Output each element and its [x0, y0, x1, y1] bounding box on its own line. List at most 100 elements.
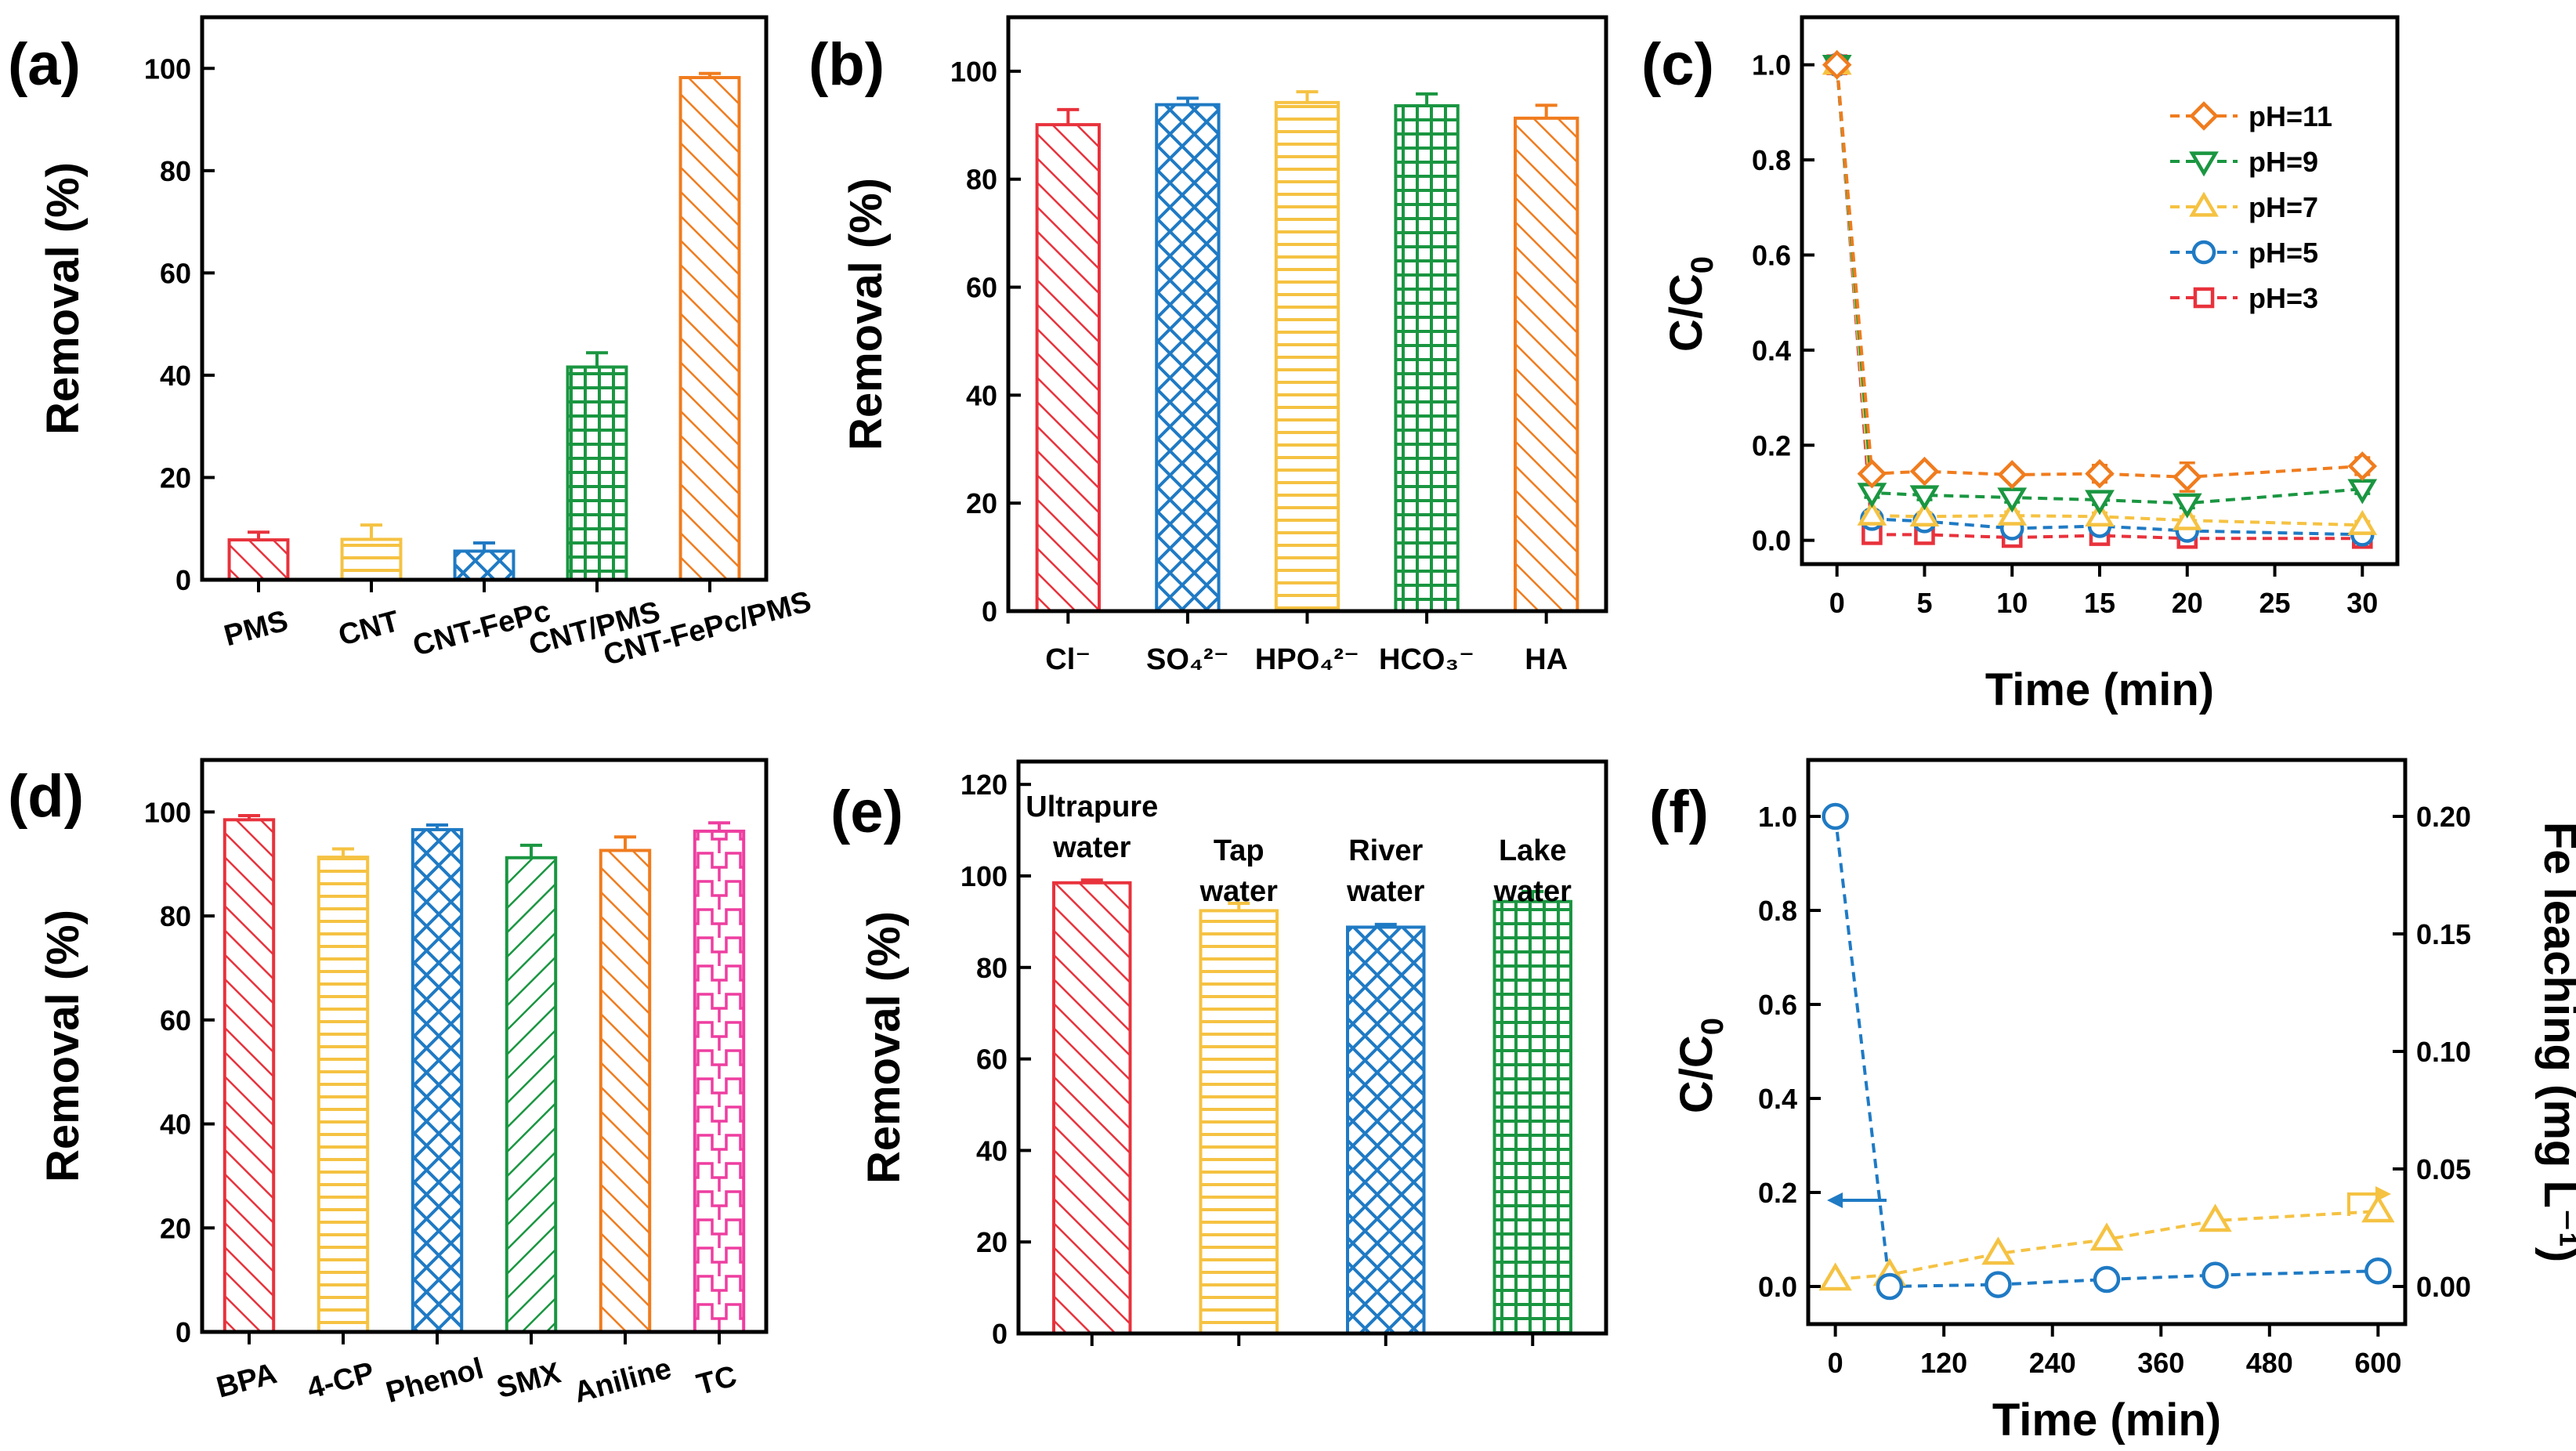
data-point [2189, 151, 2219, 177]
data-point [2191, 240, 2216, 265]
bar [678, 76, 741, 582]
tick-layer: 0 20 40 60 80 100 [950, 56, 1548, 628]
left-axis-arrowhead [1827, 1192, 1843, 1208]
y-tick-label: 0.6 [1752, 239, 1791, 271]
y-tick-label: 40 [966, 379, 997, 411]
panel-label: (b) [809, 31, 885, 98]
data-point [1818, 1262, 1852, 1291]
bar [453, 549, 516, 581]
legend-label: pH=9 [2249, 146, 2318, 178]
category-label: HCO₃⁻ [1379, 643, 1474, 676]
y-tick-label: 0.0 [1758, 1271, 1797, 1303]
bars [227, 71, 741, 582]
y-tick-label: 20 [966, 487, 997, 519]
category-label: water [1493, 875, 1572, 908]
category-label: 4-CP [304, 1356, 378, 1406]
bar [227, 538, 290, 582]
panel-label: (c) [1641, 31, 1714, 98]
data-point [2361, 1194, 2395, 1223]
x-tick-label: 15 [2084, 587, 2115, 619]
panel-c: (c) C/C0 Time (min) 0.0 0.2 0.4 0.6 0.8 1.0 0 5… [1641, 15, 2400, 715]
y-tick-label: 0.8 [1752, 144, 1791, 176]
category-label: Lake [1499, 834, 1567, 867]
y-tick-label: 0.4 [1752, 335, 1791, 367]
bar [1035, 123, 1101, 613]
y-tick-label: 1.0 [1752, 49, 1791, 81]
panel-b: (b) Removal (%) 0 20 40 60 80 100 Cl⁻ SO₄²⁻ HPO… [809, 15, 1608, 676]
bar [411, 827, 464, 1333]
category-label: water [1052, 831, 1131, 864]
category-label: water [1346, 875, 1424, 908]
x-tick-label: 25 [2259, 587, 2291, 619]
y-tick-label: 60 [976, 1044, 1008, 1076]
plot-frame [1806, 758, 2408, 1326]
data-point [1909, 456, 1940, 487]
series-line [1835, 1210, 2379, 1281]
data-point [1997, 460, 2028, 490]
category-label: BPA [213, 1357, 280, 1405]
category-label: water [1199, 875, 1278, 908]
y-tick-label: 80 [966, 164, 997, 196]
category-label: HA [1525, 643, 1568, 676]
data-point [2193, 287, 2215, 309]
x-tick-label: 0 [1829, 587, 1845, 619]
data-point [2189, 191, 2219, 217]
data-point [1997, 500, 2028, 526]
x-tick-label: 20 [2172, 587, 2203, 619]
bar [1492, 899, 1572, 1335]
y2-tick-label: 0.20 [2416, 801, 2471, 833]
panel-label: (e) [830, 779, 903, 845]
y-tick-label: 0 [982, 595, 997, 628]
y-tick-label: 0.2 [1752, 429, 1791, 461]
y-axis-title: Removal (%) [38, 910, 89, 1182]
data-point [2089, 1222, 2124, 1251]
x-tick-label: 360 [2137, 1347, 2184, 1379]
y-tick-label: 40 [160, 360, 191, 392]
y-tick-label: 1.0 [1758, 801, 1797, 833]
x-tick-label: 600 [2354, 1347, 2401, 1379]
x-tick-label: 240 [2029, 1347, 2076, 1379]
bar [1346, 925, 1426, 1335]
y2-tick-label: 0.05 [2416, 1153, 2471, 1185]
y-axis-title: Removal (%) [859, 911, 910, 1184]
bar [1274, 100, 1340, 613]
bar [1514, 116, 1579, 613]
y-axis-title: Removal (%) [38, 162, 89, 435]
y-tick-label: 0 [175, 1316, 191, 1348]
bar [566, 365, 628, 581]
plot-frame [200, 758, 769, 1334]
legend: pH=11 pH=9 pH=7 pH=5 pH=3 [2170, 100, 2332, 314]
y-tick-label: 20 [160, 1212, 191, 1244]
bars [223, 814, 746, 1334]
tick-layer: 0.0 0.2 0.4 0.6 0.8 1.0 0 5 10 15 20 25 30 [1752, 49, 2378, 619]
plot-frame [1016, 759, 1608, 1336]
panel-label: (f) [1649, 779, 1709, 845]
bar [1052, 881, 1132, 1335]
category-label: PMS [221, 604, 291, 653]
bar [505, 856, 558, 1334]
data-point [1997, 487, 2028, 513]
category-label: Tap [1214, 834, 1264, 867]
data-point [1876, 1272, 1904, 1301]
y-tick-label: 60 [160, 1004, 191, 1037]
data-point [1857, 458, 1887, 489]
plot-frame [1006, 15, 1608, 613]
x-tick-label: 10 [1996, 587, 2028, 619]
bar [693, 829, 746, 1334]
y-tick-label: 100 [961, 860, 1008, 892]
tick-layer: 0 20 40 60 80 100 [144, 52, 711, 596]
category-label: CNT [335, 605, 403, 653]
bars [1035, 90, 1579, 613]
legend-label: pH=3 [2249, 282, 2318, 314]
data-point [1981, 1236, 2015, 1265]
category-label: Cl⁻ [1045, 643, 1091, 676]
axis-arrows [1827, 1186, 2391, 1216]
tick-layer: 0 20 40 60 80 100 [144, 796, 721, 1348]
y-tick-label: 80 [976, 952, 1008, 984]
legend-label: pH=7 [2249, 191, 2318, 223]
y-tick-label: 60 [160, 257, 191, 289]
y-tick-label: 0 [175, 564, 191, 596]
y-tick-label: 80 [160, 155, 191, 187]
data-point [1857, 500, 1887, 526]
